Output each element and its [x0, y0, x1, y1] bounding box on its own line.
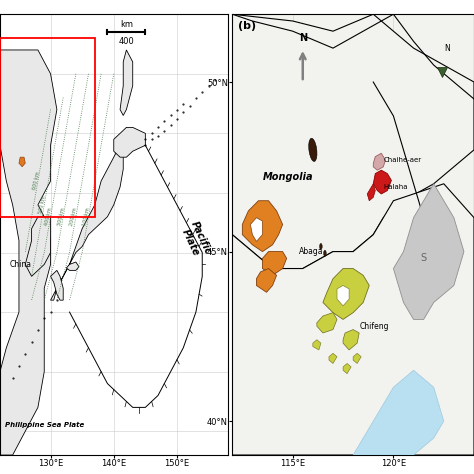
Ellipse shape	[324, 250, 326, 256]
Polygon shape	[0, 50, 57, 455]
Text: S: S	[420, 254, 427, 264]
Polygon shape	[232, 14, 474, 269]
Text: 600 km: 600 km	[32, 172, 40, 191]
Text: Chaihe-aer: Chaihe-aer	[383, 157, 421, 163]
Polygon shape	[313, 340, 321, 350]
Polygon shape	[232, 14, 474, 455]
Text: 400 km: 400 km	[44, 207, 53, 227]
Polygon shape	[343, 329, 359, 350]
Polygon shape	[374, 153, 385, 170]
Text: China: China	[9, 260, 31, 269]
Polygon shape	[329, 353, 337, 364]
Polygon shape	[256, 269, 277, 292]
Polygon shape	[250, 218, 263, 241]
Text: Pacific
Plate: Pacific Plate	[179, 220, 213, 261]
Polygon shape	[337, 285, 349, 306]
Polygon shape	[19, 157, 25, 167]
Polygon shape	[317, 313, 337, 333]
Polygon shape	[51, 151, 123, 300]
Polygon shape	[120, 50, 133, 116]
Polygon shape	[367, 184, 375, 201]
Polygon shape	[51, 270, 63, 300]
Text: (b): (b)	[238, 21, 256, 31]
Ellipse shape	[309, 138, 317, 162]
Polygon shape	[374, 170, 392, 194]
Polygon shape	[393, 184, 464, 319]
Bar	[0, 38, 95, 217]
Polygon shape	[353, 353, 361, 364]
Polygon shape	[242, 201, 283, 252]
Ellipse shape	[319, 244, 322, 249]
Polygon shape	[232, 184, 474, 455]
Text: 200 km: 200 km	[70, 207, 78, 227]
Text: 500 km: 500 km	[38, 195, 47, 214]
Text: 300 km: 300 km	[57, 207, 66, 227]
Polygon shape	[263, 252, 287, 275]
Text: Abaga: Abaga	[299, 247, 323, 256]
Polygon shape	[25, 217, 51, 276]
Polygon shape	[343, 364, 351, 374]
Polygon shape	[323, 269, 369, 319]
Text: 100 km: 100 km	[82, 207, 91, 227]
Polygon shape	[114, 128, 146, 157]
Text: 400: 400	[118, 37, 134, 46]
Text: N: N	[299, 33, 307, 43]
Text: Chifeng: Chifeng	[359, 322, 389, 331]
Polygon shape	[66, 262, 79, 270]
Text: km: km	[120, 19, 133, 28]
Polygon shape	[353, 370, 444, 455]
Text: Mongolia: Mongolia	[263, 172, 313, 182]
Text: Halaha: Halaha	[383, 184, 408, 190]
Text: N: N	[444, 44, 449, 53]
Text: Philippine Sea Plate: Philippine Sea Plate	[5, 422, 84, 428]
